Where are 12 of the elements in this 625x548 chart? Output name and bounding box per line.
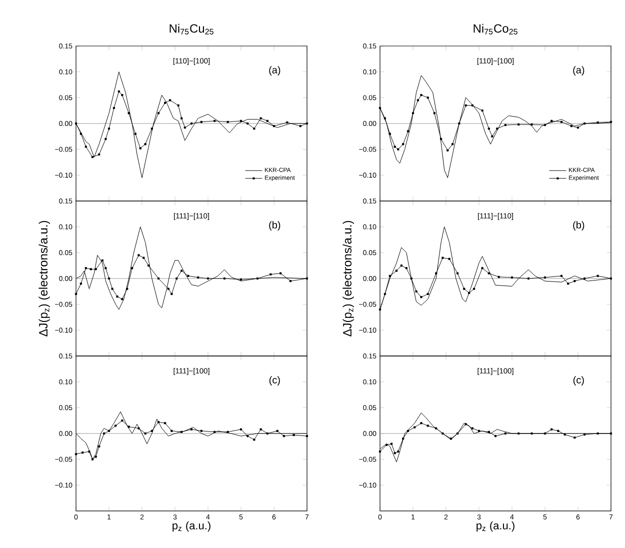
chart-title: Ni$_{75}$Cu$_{25}$ <box>170 24 214 34</box>
annotation: (a) <box>573 66 584 76</box>
y-axis-title: ΔJ(p$_{z}$) (electrons/a.u.) <box>38 220 50 336</box>
annotation: (b) <box>573 221 584 230</box>
annotation: (b) <box>269 221 280 230</box>
x-axis-title: p$_{z}$ (a.u.) <box>476 521 514 532</box>
annotation: (c) <box>573 376 584 386</box>
annotation: (c) <box>269 376 280 386</box>
y-axis-title: ΔJ(p$_{z}$) (electrons/a.u.) <box>342 220 354 336</box>
x-axis-title: p$_{z}$ (a.u.) <box>172 521 210 532</box>
chart-title: Ni$_{75}$Co$_{25}$ <box>474 24 518 34</box>
annotation: (a) <box>269 66 280 76</box>
